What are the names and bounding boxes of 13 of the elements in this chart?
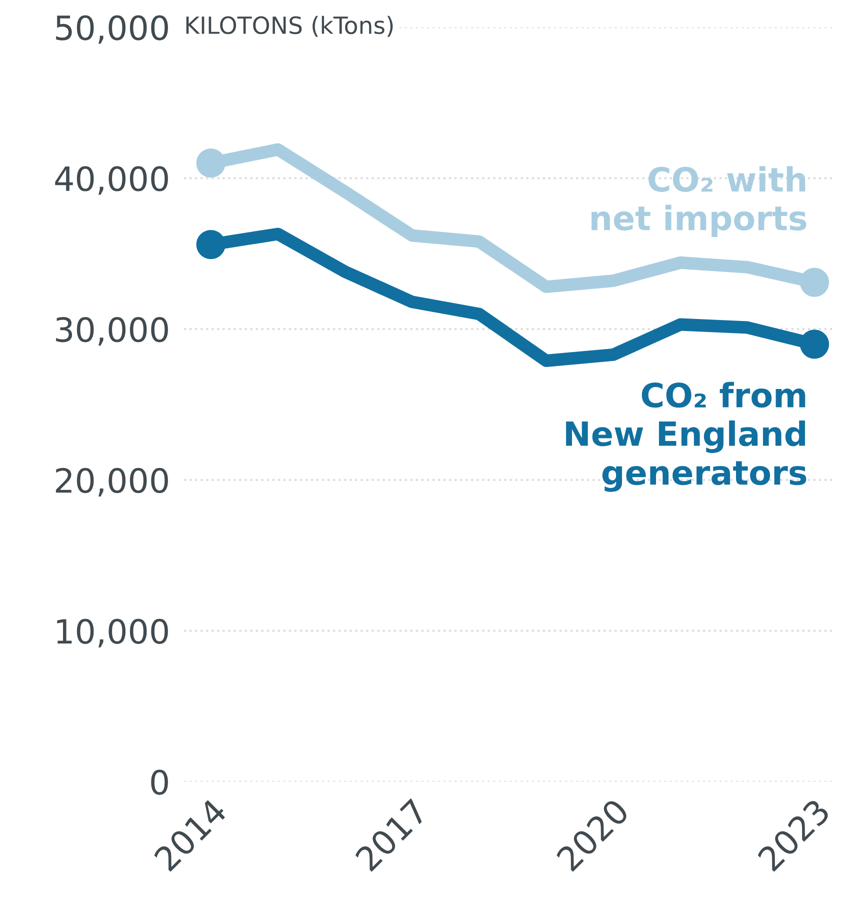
y-tick-label: 40,000 [55,166,168,195]
y-tick-label: 10,000 [57,618,168,648]
point [196,230,226,260]
y-tick-label: 0 [151,770,168,795]
y-tick-label: 50,000 [56,15,168,44]
y-tick-label: 30,000 [56,316,168,346]
y-axis-title: KILOTONS (kTons) [186,16,393,37]
series-label: CO₂ with net imports [592,166,806,238]
series-label: CO₂ from New England generators [566,382,806,492]
point [800,330,830,359]
point [196,148,226,178]
y-tick-label: 20,000 [56,468,168,496]
point [800,268,830,297]
